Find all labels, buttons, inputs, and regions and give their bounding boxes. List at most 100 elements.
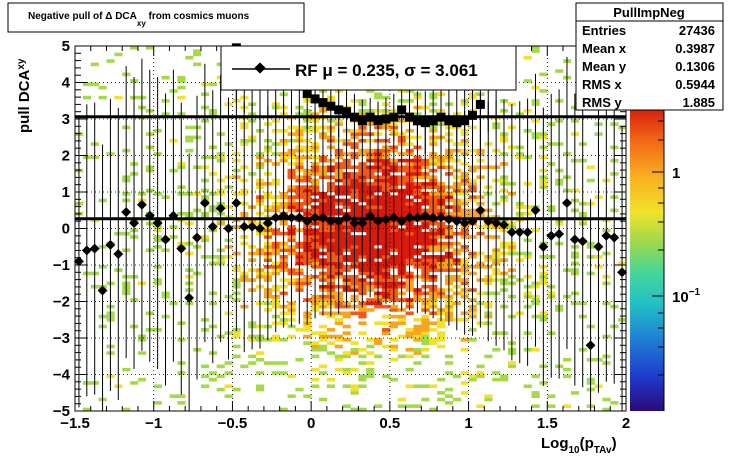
histogram-cell [303,324,312,329]
histogram-cell [413,338,422,342]
histogram-cell [256,384,265,389]
x-tick-label: 1.5 [537,415,558,432]
histogram-cell [389,357,399,362]
histogram-cell [437,321,446,326]
histogram-cell [374,338,383,342]
histogram-cell [374,92,383,97]
histogram-cell [90,62,99,67]
mean-marker [247,221,258,232]
histogram-cell [531,49,540,53]
mean-marker [530,205,541,216]
grid-lines [75,46,626,411]
histogram-cell [492,377,501,382]
histogram-cell [452,397,461,402]
histogram-cell [366,361,375,365]
histogram-cell [421,347,430,352]
histogram-cell [507,364,517,369]
histogram-cell [437,338,446,342]
histogram-cell [523,55,532,60]
histogram-cell [500,377,509,382]
mean-marker [184,292,195,303]
histogram-cell [405,354,414,359]
histogram-cell [98,85,107,90]
histogram-cell [586,178,595,183]
histogram-cell [437,334,446,339]
sigma-marker [334,105,344,115]
histogram-cell [311,377,320,382]
mean-marker [475,205,486,216]
histogram-cell [366,374,375,379]
histogram-cell [563,404,572,408]
histogram-cell [130,381,139,385]
histogram-cell [437,324,446,329]
histogram-cell [342,331,351,335]
histogram-cell [185,148,194,153]
histogram-cell [248,361,257,365]
histogram-cell [279,338,288,342]
histogram-cell [326,328,336,332]
histogram-cell [413,331,422,335]
mean-marker [81,245,92,256]
histogram-cell [429,384,438,389]
histogram-cell [350,347,359,352]
histogram-cell [193,62,202,67]
histogram-cell [374,321,383,326]
histogram-cell [507,361,517,365]
color-scale-label-0.1: 10−1 [672,287,701,306]
histogram-cell [476,364,485,369]
histogram-cell [397,321,406,326]
mean-marker [459,218,470,228]
histogram-cell [311,367,320,372]
histogram-cell [429,321,438,326]
histogram-cell [326,341,336,345]
mean-marker [341,212,352,223]
sigma-marker [475,99,485,109]
histogram-cell [334,354,343,359]
histogram-cell [421,334,430,339]
histogram-cell [397,404,406,408]
histogram-cell [342,367,351,372]
mean-marker [136,199,147,210]
histogram-cell [106,59,115,63]
histogram-cell [413,318,422,322]
histogram-cell [295,387,304,392]
y-tick-label: 4 [62,75,71,92]
histogram-cell [319,397,328,402]
histogram-cell [342,404,351,408]
histogram-cell [271,361,280,365]
histogram-cell [421,354,430,359]
mean-marker [514,227,525,238]
histogram-cell [389,321,399,326]
mean-marker [278,210,289,221]
sigma-marker [365,112,375,122]
histogram-cell [437,344,446,349]
histogram-cell [350,311,359,316]
histogram-cell [381,374,391,379]
histogram-cell [437,397,446,402]
mean-marker [168,210,179,221]
histogram-cell [216,387,225,392]
sigma-marker [420,118,430,128]
stats-row-label: RMS x [582,77,623,92]
mean-marker [286,212,297,223]
histogram-cell [523,384,532,389]
color-scale-bar [630,110,664,411]
x-tick-label: 0 [307,415,315,432]
mean-marker [121,207,132,218]
histogram-cell [381,331,391,335]
histogram-cell [358,374,367,379]
histogram-cell [366,344,375,349]
histogram-cell [350,387,359,392]
histogram-cell [342,354,351,359]
histogram-cell [405,311,414,316]
histogram-cell [389,324,399,329]
histogram-cell [342,384,351,389]
histogram-cell [484,397,493,402]
histogram-cell [193,52,202,57]
y-tick-label: −4 [53,367,71,384]
histogram-cell [539,72,548,77]
mean-marker [113,249,124,259]
histogram-cell [421,321,430,326]
histogram-cell [216,374,225,379]
histogram-cell [185,55,194,60]
